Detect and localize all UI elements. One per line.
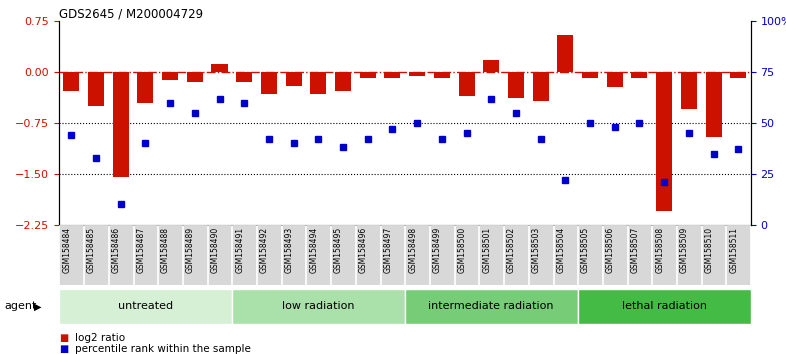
Bar (384, 72, 401, 78)
FancyBboxPatch shape (232, 289, 405, 324)
FancyBboxPatch shape (529, 225, 553, 285)
Text: GSM158501: GSM158501 (483, 227, 491, 273)
FancyBboxPatch shape (331, 225, 355, 285)
Text: GSM158491: GSM158491 (235, 227, 244, 273)
FancyBboxPatch shape (208, 225, 231, 285)
Bar (138, 72, 153, 103)
Bar (187, 72, 203, 82)
Text: GSM158497: GSM158497 (384, 227, 392, 273)
FancyBboxPatch shape (108, 225, 133, 285)
Bar (236, 72, 252, 82)
Bar (285, 72, 302, 86)
Bar (162, 72, 178, 80)
Bar (582, 72, 598, 78)
Bar (64, 72, 79, 91)
FancyBboxPatch shape (726, 225, 750, 285)
Bar (410, 72, 425, 75)
FancyBboxPatch shape (158, 225, 182, 285)
Text: GSM158488: GSM158488 (161, 227, 170, 273)
Bar (607, 72, 623, 87)
Bar (730, 72, 746, 78)
Bar (434, 72, 450, 78)
Text: GSM158510: GSM158510 (704, 227, 714, 273)
Text: GSM158498: GSM158498 (408, 227, 417, 273)
Text: GSM158504: GSM158504 (556, 227, 565, 273)
FancyBboxPatch shape (60, 225, 83, 285)
Bar (533, 72, 549, 101)
FancyBboxPatch shape (603, 225, 626, 285)
Bar (112, 72, 129, 177)
FancyBboxPatch shape (84, 225, 108, 285)
Bar (631, 72, 648, 78)
Text: agent: agent (4, 301, 36, 311)
Text: GSM158508: GSM158508 (656, 227, 664, 273)
Bar (211, 64, 228, 72)
FancyBboxPatch shape (59, 289, 232, 324)
FancyBboxPatch shape (677, 225, 701, 285)
Text: GSM158492: GSM158492 (260, 227, 269, 273)
FancyBboxPatch shape (578, 289, 751, 324)
FancyBboxPatch shape (281, 225, 306, 285)
Text: low radiation: low radiation (282, 301, 354, 311)
Text: GSM158485: GSM158485 (87, 227, 96, 273)
Text: ▶: ▶ (34, 302, 42, 312)
Text: GSM158489: GSM158489 (185, 227, 195, 273)
Bar (458, 72, 475, 96)
Text: GSM158509: GSM158509 (680, 227, 689, 273)
Text: ■: ■ (59, 344, 68, 354)
Text: intermediate radiation: intermediate radiation (428, 301, 554, 311)
Bar (557, 35, 574, 72)
Text: GSM158493: GSM158493 (285, 227, 294, 273)
Text: ■: ■ (59, 333, 68, 343)
FancyBboxPatch shape (504, 225, 528, 285)
Bar (656, 72, 672, 211)
Text: lethal radiation: lethal radiation (622, 301, 707, 311)
FancyBboxPatch shape (405, 289, 578, 324)
Text: GSM158503: GSM158503 (531, 227, 541, 273)
Bar (508, 72, 524, 98)
FancyBboxPatch shape (454, 225, 479, 285)
Bar (681, 72, 697, 109)
Bar (335, 72, 351, 91)
Text: percentile rank within the sample: percentile rank within the sample (75, 344, 251, 354)
FancyBboxPatch shape (356, 225, 380, 285)
FancyBboxPatch shape (257, 225, 281, 285)
Bar (88, 72, 104, 106)
Text: GSM158505: GSM158505 (581, 227, 590, 273)
Text: untreated: untreated (118, 301, 173, 311)
Text: GSM158499: GSM158499 (433, 227, 442, 273)
Text: GSM158502: GSM158502 (507, 227, 516, 273)
Bar (483, 60, 499, 72)
Text: GSM158506: GSM158506 (606, 227, 615, 273)
FancyBboxPatch shape (406, 225, 429, 285)
FancyBboxPatch shape (307, 225, 330, 285)
FancyBboxPatch shape (233, 225, 256, 285)
FancyBboxPatch shape (134, 225, 157, 285)
Text: GSM158507: GSM158507 (630, 227, 640, 273)
Text: GSM158496: GSM158496 (358, 227, 368, 273)
Bar (261, 72, 277, 94)
Text: log2 ratio: log2 ratio (75, 333, 125, 343)
FancyBboxPatch shape (578, 225, 602, 285)
Text: GSM158487: GSM158487 (137, 227, 145, 273)
FancyBboxPatch shape (380, 225, 404, 285)
Text: GDS2645 / M200004729: GDS2645 / M200004729 (59, 7, 203, 20)
FancyBboxPatch shape (479, 225, 503, 285)
Bar (310, 72, 326, 94)
FancyBboxPatch shape (430, 225, 454, 285)
Text: GSM158500: GSM158500 (457, 227, 467, 273)
Text: GSM158511: GSM158511 (729, 227, 738, 273)
Bar (706, 72, 722, 137)
Text: GSM158486: GSM158486 (112, 227, 121, 273)
Text: GSM158490: GSM158490 (211, 227, 219, 273)
Text: GSM158495: GSM158495 (334, 227, 343, 273)
FancyBboxPatch shape (183, 225, 207, 285)
FancyBboxPatch shape (627, 225, 652, 285)
Text: GSM158484: GSM158484 (62, 227, 72, 273)
Text: GSM158494: GSM158494 (310, 227, 318, 273)
FancyBboxPatch shape (553, 225, 577, 285)
FancyBboxPatch shape (702, 225, 725, 285)
FancyBboxPatch shape (652, 225, 676, 285)
Bar (360, 72, 376, 78)
